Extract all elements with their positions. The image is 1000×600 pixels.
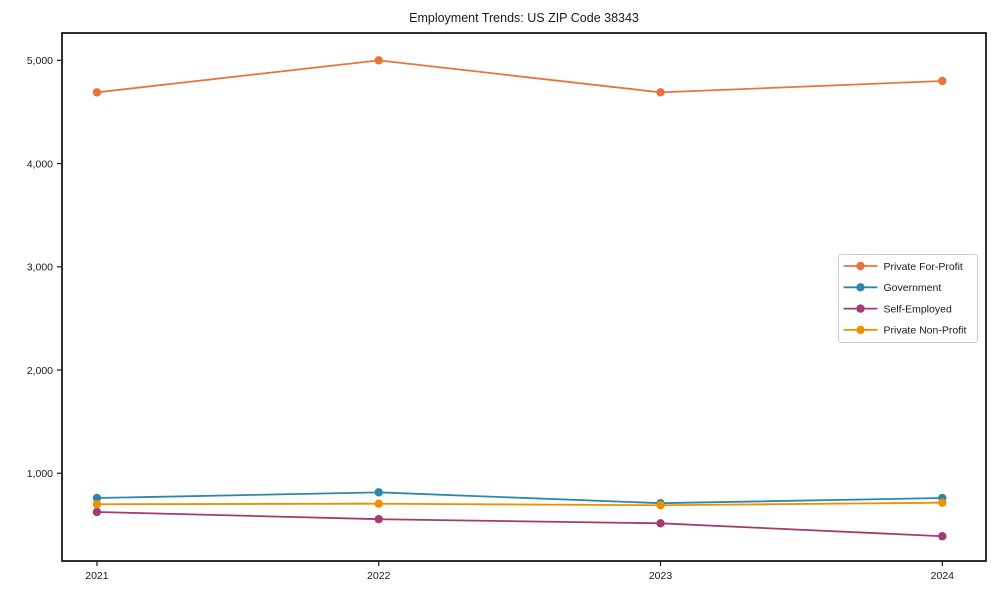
x-tick-label: 2024 xyxy=(931,570,955,582)
y-axis-ticks: 1,000 2,000 3,000 4,000 5,000 xyxy=(27,55,62,480)
data-series xyxy=(92,56,947,541)
data-point-marker xyxy=(374,499,383,508)
y-tick-label: 2,000 xyxy=(27,365,53,377)
y-tick-label: 3,000 xyxy=(27,262,53,274)
series-line xyxy=(96,491,943,505)
chart-title: Employment Trends: US ZIP Code 38343 xyxy=(409,11,639,25)
y-tick-label: 5,000 xyxy=(27,55,53,67)
data-point-marker xyxy=(938,76,947,86)
y-tick-label: 4,000 xyxy=(27,158,53,170)
legend-swatch-marker xyxy=(856,325,865,335)
plot-frame xyxy=(61,32,987,562)
legend-swatch-marker xyxy=(856,283,865,292)
data-point-marker xyxy=(374,514,383,524)
x-axis-ticks: 2021 2022 2023 2024 xyxy=(85,561,954,582)
series-line xyxy=(96,501,943,507)
data-point-marker xyxy=(938,498,947,507)
x-tick-label: 2021 xyxy=(85,570,109,582)
x-tick-label: 2022 xyxy=(367,570,391,582)
data-point-marker xyxy=(656,88,665,97)
legend-label: Government xyxy=(884,282,942,294)
x-tick-label: 2023 xyxy=(649,570,673,582)
data-point-marker xyxy=(92,88,102,97)
legend-swatch-marker xyxy=(856,261,865,271)
y-tick-label: 1,000 xyxy=(27,468,53,480)
legend-label: Self-Employed xyxy=(884,303,952,315)
data-point-marker xyxy=(938,532,947,541)
legend: Private For-Profit Government Self-Employe… xyxy=(838,254,978,343)
data-point-marker xyxy=(656,519,665,528)
data-point-marker xyxy=(374,488,383,497)
data-point-marker xyxy=(656,501,665,510)
data-point-marker xyxy=(92,493,102,503)
series-line xyxy=(96,511,943,538)
legend-label: Private For-Profit xyxy=(884,261,963,273)
data-point-marker xyxy=(92,507,102,517)
series-line xyxy=(96,59,943,94)
legend-swatch-marker xyxy=(856,304,865,313)
legend-box xyxy=(838,254,978,343)
legend-label: Private Non-Profit xyxy=(884,325,967,337)
data-point-marker xyxy=(92,500,102,509)
data-point-marker xyxy=(374,56,383,65)
